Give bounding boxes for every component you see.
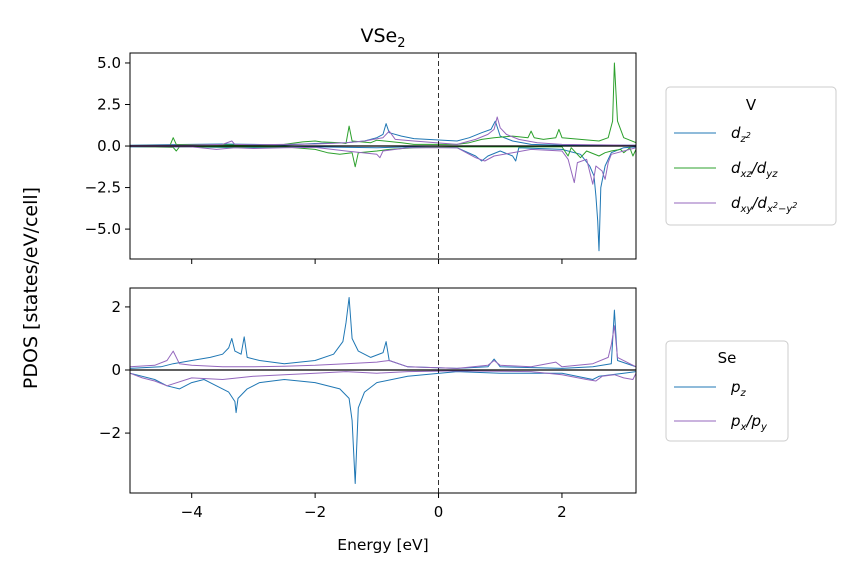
legend-se-frame bbox=[665, 340, 789, 442]
top-series-dz2-down bbox=[129, 146, 637, 252]
bottom-xtick-label: −2 bbox=[304, 503, 326, 521]
top-ytick-label: 0.0 bbox=[97, 137, 121, 155]
bottom-xtick-label: 0 bbox=[434, 503, 444, 521]
top-series-group bbox=[129, 53, 637, 259]
bottom-series-px-py-up bbox=[129, 325, 637, 369]
bottom-series-group bbox=[129, 288, 637, 493]
top-ytick-label: 2.5 bbox=[97, 96, 121, 114]
bottom-ytick-label: 0 bbox=[111, 361, 121, 379]
bottom-ticks-group: −4 −2 0 2 2 0 −2 bbox=[99, 298, 567, 521]
bottom-ytick-label: −2 bbox=[99, 424, 121, 442]
bottom-ytick-label: 2 bbox=[111, 298, 121, 316]
bottom-plot-frame bbox=[129, 287, 637, 494]
legend-se-title: Se bbox=[718, 349, 737, 367]
bottom-panel: −4 −2 0 2 2 0 −2 bbox=[99, 287, 637, 521]
top-series-dxy-dx2-y2-down bbox=[129, 146, 637, 185]
legend-v-title: V bbox=[746, 96, 757, 114]
legend-v: V dz2 dxz/dyz dxy/dx2−y2 bbox=[665, 86, 837, 226]
top-panel: 5.0 2.5 0.0 −2.5 −5.0 bbox=[85, 52, 637, 264]
top-ytick-label: −5.0 bbox=[85, 220, 121, 238]
legend-se: Se pz px/py bbox=[665, 340, 789, 442]
bottom-series-px-py-down bbox=[129, 370, 637, 387]
top-series-dxz-dyz-up bbox=[129, 62, 637, 146]
bottom-series-pz-up bbox=[129, 297, 637, 369]
bottom-xtick-label: 2 bbox=[557, 503, 567, 521]
x-axis-label: Energy [eV] bbox=[337, 536, 428, 554]
y-axis-label: PDOS [states/eV/cell] bbox=[20, 187, 42, 389]
top-ytick-label: 5.0 bbox=[97, 54, 121, 72]
top-series-dxy-dx2-y2-up bbox=[129, 116, 637, 146]
bottom-xtick-label: −4 bbox=[181, 503, 203, 521]
legend-se-pxpy-label: px/py bbox=[730, 412, 768, 433]
top-plot-frame bbox=[129, 52, 637, 260]
bottom-series-pz-down bbox=[129, 371, 637, 484]
figure-title: VSe2 bbox=[360, 25, 405, 51]
legend-v-frame bbox=[665, 86, 837, 226]
top-ticks-group: 5.0 2.5 0.0 −2.5 −5.0 bbox=[85, 54, 563, 264]
top-ytick-label: −2.5 bbox=[85, 179, 121, 197]
